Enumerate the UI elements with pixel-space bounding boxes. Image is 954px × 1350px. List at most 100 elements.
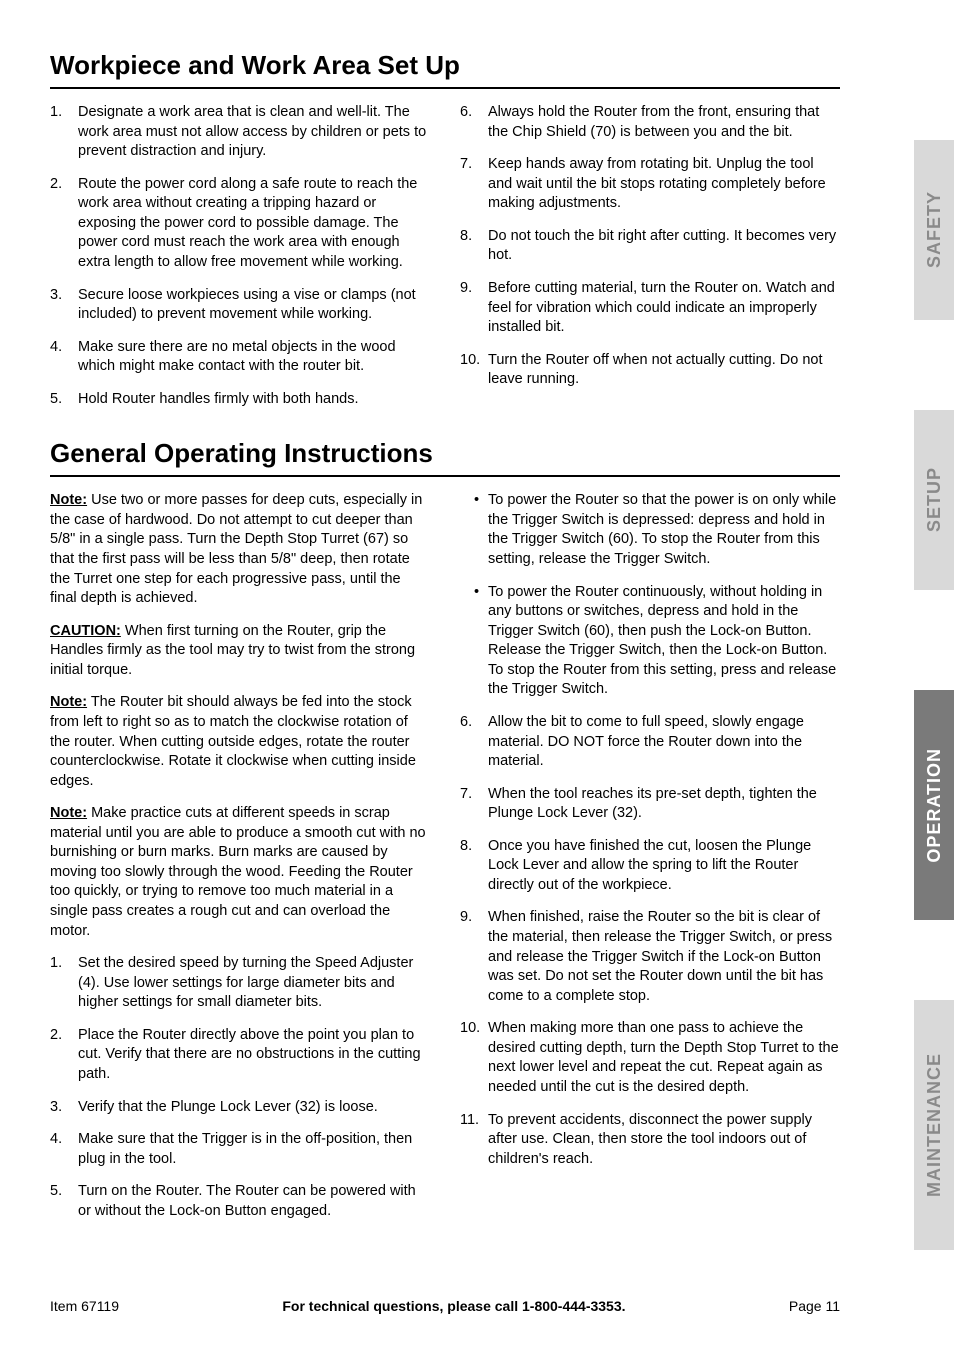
note-paragraph: Note: The Router bit should always be fe… (50, 693, 430, 791)
list-item-text: Always hold the Router from the front, e… (488, 103, 840, 142)
list-item-number: 6. (460, 103, 488, 142)
tab-setup-label: SETUP (924, 467, 945, 532)
footer-support-text: For technical questions, please call 1-8… (282, 1298, 625, 1314)
tab-safety-label: SAFETY (924, 191, 945, 268)
tab-maintenance[interactable]: MAINTENANCE (914, 1000, 954, 1250)
list-item-number: 10. (460, 1019, 488, 1097)
section2-left-list: 1.Set the desired speed by turning the S… (50, 954, 430, 1221)
list-item-text: Turn on the Router. The Router can be po… (78, 1182, 430, 1221)
list-item-text: Turn the Router off when not actually cu… (488, 351, 840, 390)
list-item: 7.Keep hands away from rotating bit. Unp… (460, 155, 840, 214)
list-item: 10.Turn the Router off when not actually… (460, 351, 840, 390)
list-item: 1.Designate a work area that is clean an… (50, 103, 430, 162)
section2-columns: Note: Use two or more passes for deep cu… (50, 491, 840, 1234)
list-item: 3.Verify that the Plunge Lock Lever (32)… (50, 1098, 430, 1118)
section1-left-list: 1.Designate a work area that is clean an… (50, 103, 430, 409)
list-item: 4.Make sure that the Trigger is in the o… (50, 1130, 430, 1169)
bullet-item: To power the Router so that the power is… (474, 491, 840, 569)
tab-maintenance-label: MAINTENANCE (924, 1053, 945, 1197)
list-item: 9.Before cutting material, turn the Rout… (460, 279, 840, 338)
list-item-number: 4. (50, 1130, 78, 1169)
tab-operation[interactable]: OPERATION (914, 690, 954, 920)
section2-rule (50, 475, 840, 477)
list-item-number: 8. (460, 227, 488, 266)
list-item: 8.Do not touch the bit right after cutti… (460, 227, 840, 266)
list-item-text: Once you have finished the cut, loosen t… (488, 837, 840, 896)
list-item-number: 8. (460, 837, 488, 896)
list-item-number: 5. (50, 1182, 78, 1221)
section1-left-col: 1.Designate a work area that is clean an… (50, 103, 430, 422)
list-item-number: 7. (460, 785, 488, 824)
note-paragraph: Note: Make practice cuts at different sp… (50, 804, 430, 941)
list-item-text: To prevent accidents, disconnect the pow… (488, 1111, 840, 1170)
note-paragraph: Note: Use two or more passes for deep cu… (50, 491, 430, 608)
list-item-text: When the tool reaches its pre-set depth,… (488, 785, 840, 824)
list-item-number: 4. (50, 338, 78, 377)
content-area: Workpiece and Work Area Set Up 1.Designa… (50, 50, 840, 1234)
tab-safety[interactable]: SAFETY (914, 140, 954, 320)
section2-right-list: 6.Allow the bit to come to full speed, s… (460, 713, 840, 1169)
footer-item-number: Item 67119 (50, 1298, 119, 1314)
list-item-text: Verify that the Plunge Lock Lever (32) i… (78, 1098, 430, 1118)
list-item-text: Keep hands away from rotating bit. Unplu… (488, 155, 840, 214)
footer: Item 67119 For technical questions, plea… (50, 1298, 840, 1314)
list-item-number: 1. (50, 103, 78, 162)
list-item-number: 10. (460, 351, 488, 390)
list-item-text: Set the desired speed by turning the Spe… (78, 954, 430, 1013)
list-item-number: 9. (460, 279, 488, 338)
list-item: 5.Hold Router handles firmly with both h… (50, 390, 430, 410)
tab-operation-label: OPERATION (924, 748, 945, 863)
section2-left-col: Note: Use two or more passes for deep cu… (50, 491, 430, 1234)
section2: General Operating Instructions Note: Use… (50, 438, 840, 1234)
list-item: 6.Allow the bit to come to full speed, s… (460, 713, 840, 772)
note-label: Note: (50, 492, 87, 508)
note-text: Use two or more passes for deep cuts, es… (50, 492, 422, 606)
section1-heading: Workpiece and Work Area Set Up (50, 50, 840, 81)
list-item-number: 11. (460, 1111, 488, 1170)
section1-columns: 1.Designate a work area that is clean an… (50, 103, 840, 422)
list-item-text: When making more than one pass to achiev… (488, 1019, 840, 1097)
list-item: 4.Make sure there are no metal objects i… (50, 338, 430, 377)
list-item-text: Before cutting material, turn the Router… (488, 279, 840, 338)
list-item: 1.Set the desired speed by turning the S… (50, 954, 430, 1013)
list-item: 9.When finished, raise the Router so the… (460, 908, 840, 1006)
list-item-text: Designate a work area that is clean and … (78, 103, 430, 162)
section2-right-bullets: To power the Router so that the power is… (460, 491, 840, 700)
list-item-text: Do not touch the bit right after cutting… (488, 227, 840, 266)
note-text: The Router bit should always be fed into… (50, 694, 416, 788)
note-label: Note: (50, 694, 87, 710)
list-item-text: Route the power cord along a safe route … (78, 175, 430, 273)
section2-heading: General Operating Instructions (50, 438, 840, 469)
list-item-text: Place the Router directly above the poin… (78, 1026, 430, 1085)
list-item-number: 7. (460, 155, 488, 214)
section1-rule (50, 87, 840, 89)
list-item-number: 3. (50, 1098, 78, 1118)
list-item-text: Make sure there are no metal objects in … (78, 338, 430, 377)
footer-page-number: Page 11 (789, 1298, 840, 1314)
list-item-text: Secure loose workpieces using a vise or … (78, 286, 430, 325)
list-item: 5.Turn on the Router. The Router can be … (50, 1182, 430, 1221)
list-item: 2.Place the Router directly above the po… (50, 1026, 430, 1085)
list-item-text: Allow the bit to come to full speed, slo… (488, 713, 840, 772)
list-item: 11.To prevent accidents, disconnect the … (460, 1111, 840, 1170)
list-item: 6.Always hold the Router from the front,… (460, 103, 840, 142)
list-item: 2.Route the power cord along a safe rout… (50, 175, 430, 273)
tab-setup[interactable]: SETUP (914, 410, 954, 590)
list-item-number: 1. (50, 954, 78, 1013)
note-label: Note: (50, 805, 87, 821)
side-tabs: SAFETY SETUP OPERATION MAINTENANCE (914, 0, 954, 1350)
list-item-number: 5. (50, 390, 78, 410)
page: Workpiece and Work Area Set Up 1.Designa… (0, 0, 954, 1350)
note-paragraph: CAUTION: When first turning on the Route… (50, 622, 430, 681)
list-item-number: 2. (50, 175, 78, 273)
list-item-number: 9. (460, 908, 488, 1006)
list-item: 7.When the tool reaches its pre-set dept… (460, 785, 840, 824)
note-text: Make practice cuts at different speeds i… (50, 805, 426, 938)
bullet-item: To power the Router continuously, withou… (474, 583, 840, 700)
list-item-text: Hold Router handles firmly with both han… (78, 390, 430, 410)
section2-left-paras: Note: Use two or more passes for deep cu… (50, 491, 430, 941)
note-label: CAUTION: (50, 623, 121, 639)
list-item-number: 6. (460, 713, 488, 772)
section1-right-list: 6.Always hold the Router from the front,… (460, 103, 840, 390)
list-item: 10.When making more than one pass to ach… (460, 1019, 840, 1097)
